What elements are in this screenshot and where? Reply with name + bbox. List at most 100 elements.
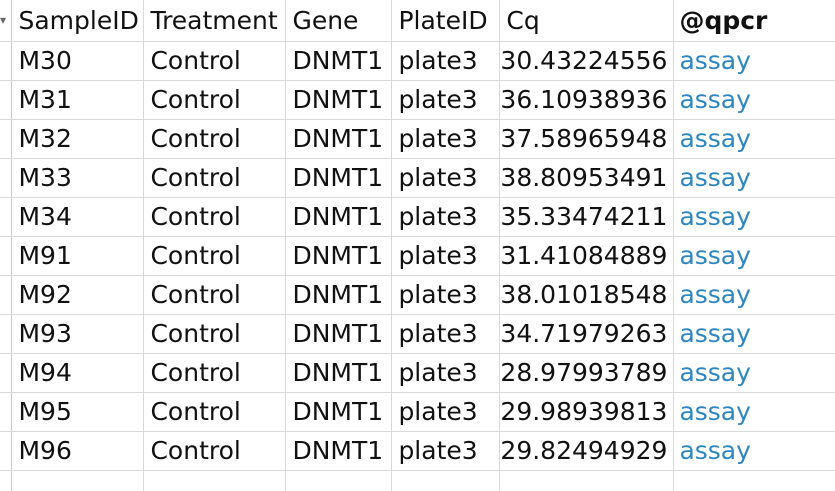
cell-plate-id[interactable]: plate3	[392, 237, 500, 276]
cell-cq[interactable]: 29.82494929	[500, 432, 674, 471]
cell-assay-link[interactable]: assay	[674, 354, 835, 393]
cell-assay-link[interactable]: assay	[674, 120, 835, 159]
cell-sample-id[interactable]: M91	[12, 237, 144, 276]
cell-plate-id[interactable]: plate3	[392, 198, 500, 237]
empty-cell[interactable]	[286, 471, 392, 491]
cell-gene[interactable]: DNMT1	[286, 354, 392, 393]
row-edge[interactable]	[0, 354, 12, 393]
cell-assay-link[interactable]: assay	[674, 276, 835, 315]
cell-assay-link[interactable]: assay	[674, 159, 835, 198]
header-row: ▾ SampleID Treatment Gene PlateID Cq @qp…	[0, 0, 835, 42]
cell-cq[interactable]: 35.33474211	[500, 198, 674, 237]
column-header-qpcr[interactable]: @qpcr	[674, 0, 835, 42]
cell-assay-link[interactable]: assay	[674, 393, 835, 432]
cell-sample-id[interactable]: M32	[12, 120, 144, 159]
cell-plate-id[interactable]: plate3	[392, 81, 500, 120]
cell-gene[interactable]: DNMT1	[286, 120, 392, 159]
cell-cq[interactable]: 38.80953491	[500, 159, 674, 198]
row-edge[interactable]	[0, 198, 12, 237]
cell-sample-id[interactable]: M33	[12, 159, 144, 198]
row-header-marker[interactable]: ▾	[0, 0, 12, 42]
cell-cq[interactable]: 37.58965948	[500, 120, 674, 159]
spreadsheet: ▾ SampleID Treatment Gene PlateID Cq @qp…	[0, 0, 835, 476]
cell-gene[interactable]: DNMT1	[286, 276, 392, 315]
cell-cq[interactable]: 34.71979263	[500, 315, 674, 354]
cell-treatment[interactable]: Control	[144, 198, 286, 237]
empty-cell[interactable]	[500, 471, 674, 491]
column-header-cq[interactable]: Cq	[500, 0, 674, 42]
cell-gene[interactable]: DNMT1	[286, 159, 392, 198]
cell-assay-link[interactable]: assay	[674, 81, 835, 120]
cell-sample-id[interactable]: M93	[12, 315, 144, 354]
cell-sample-id[interactable]: M30	[12, 42, 144, 81]
cell-cq[interactable]: 31.41084889	[500, 237, 674, 276]
cell-cq[interactable]: 29.98939813	[500, 393, 674, 432]
cell-treatment[interactable]: Control	[144, 120, 286, 159]
cell-plate-id[interactable]: plate3	[392, 393, 500, 432]
cell-treatment[interactable]: Control	[144, 81, 286, 120]
cell-gene[interactable]: DNMT1	[286, 198, 392, 237]
cell-cq[interactable]: 36.10938936	[500, 81, 674, 120]
row-edge[interactable]	[0, 432, 12, 471]
row-edge[interactable]	[0, 393, 12, 432]
cell-gene[interactable]: DNMT1	[286, 393, 392, 432]
cell-treatment[interactable]: Control	[144, 42, 286, 81]
empty-cell[interactable]	[144, 471, 286, 491]
empty-cell[interactable]	[392, 471, 500, 491]
column-header-sampleid[interactable]: SampleID	[12, 0, 144, 42]
cell-plate-id[interactable]: plate3	[392, 42, 500, 81]
empty-cell[interactable]	[12, 471, 144, 491]
empty-row	[0, 471, 835, 491]
row-edge[interactable]	[0, 120, 12, 159]
cell-gene[interactable]: DNMT1	[286, 42, 392, 81]
cell-plate-id[interactable]: plate3	[392, 159, 500, 198]
row-edge[interactable]	[0, 315, 12, 354]
cell-gene[interactable]: DNMT1	[286, 432, 392, 471]
row-edge[interactable]	[0, 276, 12, 315]
cell-assay-link[interactable]: assay	[674, 42, 835, 81]
column-header-treatment[interactable]: Treatment	[144, 0, 286, 42]
cell-treatment[interactable]: Control	[144, 159, 286, 198]
cell-assay-link[interactable]: assay	[674, 237, 835, 276]
cell-assay-link[interactable]: assay	[674, 315, 835, 354]
cell-cq[interactable]: 38.01018548	[500, 276, 674, 315]
cell-treatment[interactable]: Control	[144, 354, 286, 393]
cell-cq[interactable]: 28.97993789	[500, 354, 674, 393]
cell-plate-id[interactable]: plate3	[392, 354, 500, 393]
row-edge[interactable]	[0, 81, 12, 120]
row-edge[interactable]	[0, 42, 12, 81]
cell-sample-id[interactable]: M94	[12, 354, 144, 393]
empty-cell[interactable]	[0, 471, 12, 491]
cell-treatment[interactable]: Control	[144, 432, 286, 471]
cell-sample-id[interactable]: M34	[12, 198, 144, 237]
cell-treatment[interactable]: Control	[144, 315, 286, 354]
cell-treatment[interactable]: Control	[144, 393, 286, 432]
cell-treatment[interactable]: Control	[144, 276, 286, 315]
cell-gene[interactable]: DNMT1	[286, 315, 392, 354]
cell-plate-id[interactable]: plate3	[392, 432, 500, 471]
cell-plate-id[interactable]: plate3	[392, 315, 500, 354]
cell-plate-id[interactable]: plate3	[392, 120, 500, 159]
cell-cq[interactable]: 30.43224556	[500, 42, 674, 81]
cell-gene[interactable]: DNMT1	[286, 237, 392, 276]
cell-assay-link[interactable]: assay	[674, 432, 835, 471]
row-edge[interactable]	[0, 237, 12, 276]
cell-sample-id[interactable]: M96	[12, 432, 144, 471]
cell-plate-id[interactable]: plate3	[392, 276, 500, 315]
column-header-gene[interactable]: Gene	[286, 0, 392, 42]
cell-assay-link[interactable]: assay	[674, 198, 835, 237]
cell-sample-id[interactable]: M95	[12, 393, 144, 432]
cell-treatment[interactable]: Control	[144, 237, 286, 276]
cell-sample-id[interactable]: M31	[12, 81, 144, 120]
empty-cell[interactable]	[674, 471, 835, 491]
column-header-plateid[interactable]: PlateID	[392, 0, 500, 42]
row-edge[interactable]	[0, 159, 12, 198]
cell-gene[interactable]: DNMT1	[286, 81, 392, 120]
cell-sample-id[interactable]: M92	[12, 276, 144, 315]
